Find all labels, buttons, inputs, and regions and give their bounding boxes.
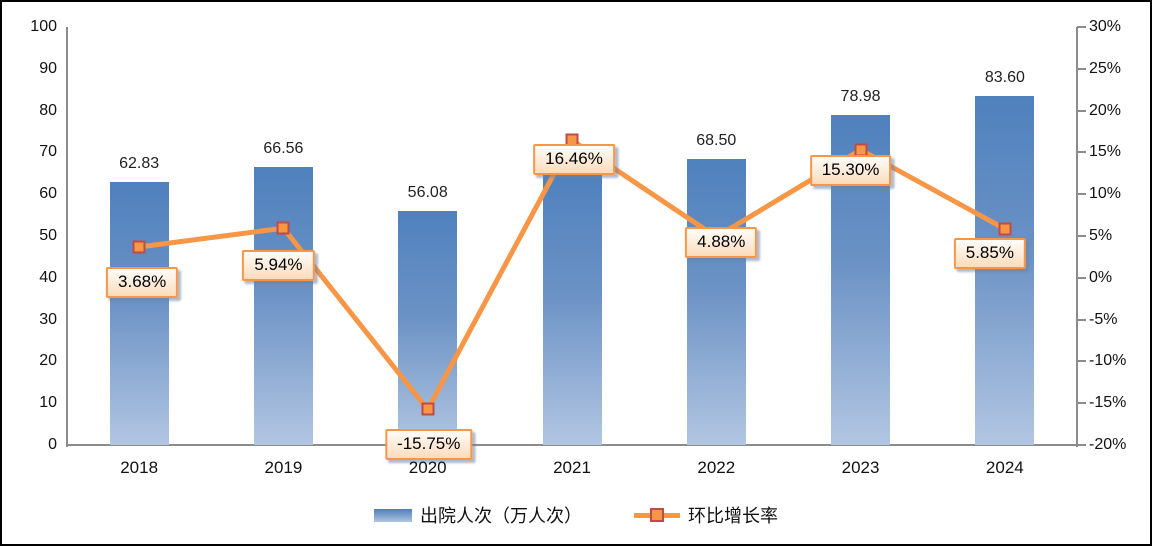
line-value-label-2021: 16.46% — [533, 144, 615, 176]
bar-value-label-2020: 56.08 — [407, 183, 448, 201]
left-axis-tick-label: 10 — [39, 394, 57, 412]
legend-item-growth-rate: 环比增长率 — [634, 502, 778, 528]
right-axis-tick-mark — [1077, 109, 1086, 112]
bar-value-label-2024: 83.60 — [984, 68, 1025, 86]
right-axis-tick-mark — [1077, 193, 1086, 196]
bar-2022 — [686, 158, 746, 445]
line-marker-2020 — [421, 402, 435, 416]
legend-label-growth-rate: 环比增长率 — [688, 506, 778, 526]
category-label-2024: 2024 — [985, 458, 1024, 477]
line-marker-2024 — [998, 222, 1012, 236]
line-series-swatch-icon — [634, 508, 680, 523]
bar-series-swatch-icon — [374, 508, 412, 522]
left-axis-tick-label: 50 — [39, 227, 57, 244]
category-label-2018: 2018 — [120, 458, 159, 477]
left-axis-tick-label: 60 — [39, 185, 57, 203]
bar-value-label-2022: 68.50 — [696, 131, 737, 149]
right-axis-tick-mark — [1077, 360, 1086, 363]
right-axis-tick-mark — [1077, 402, 1086, 405]
bar-2019 — [253, 166, 313, 445]
line-marker-2019 — [276, 221, 290, 235]
right-axis-tick-label: 30% — [1089, 18, 1122, 35]
left-axis-tick-label: 40 — [39, 268, 57, 286]
line-value-label-2022: 4.88% — [685, 227, 758, 258]
category-label-2019: 2019 — [264, 458, 303, 477]
right-y-axis-line — [1076, 27, 1078, 447]
right-axis-tick-mark — [1077, 151, 1086, 154]
category-label-2021: 2021 — [553, 458, 591, 477]
right-axis-tick-label: 15% — [1089, 143, 1122, 161]
left-axis-tick-label: 90 — [39, 59, 57, 77]
left-axis-tick-label: 30 — [39, 310, 57, 328]
right-axis-tick-mark — [1077, 235, 1086, 237]
right-axis-tick-mark — [1077, 26, 1086, 28]
bar-2024 — [975, 95, 1035, 445]
right-axis-tick-label: 20% — [1089, 101, 1122, 119]
right-axis-tick-label: -10% — [1089, 352, 1127, 370]
category-label-2020: 2020 — [408, 458, 447, 477]
x-axis-line — [66, 444, 1078, 446]
left-axis-tick-label: 80 — [39, 101, 57, 119]
line-marker-2018 — [132, 240, 146, 254]
right-axis-tick-mark — [1077, 276, 1086, 279]
category-label-2022: 2022 — [697, 458, 736, 477]
line-marker-icon — [650, 508, 664, 522]
line-value-label-2018: 3.68% — [106, 267, 179, 299]
line-value-label-2023: 15.30% — [809, 154, 892, 186]
bar-value-label-2018: 62.83 — [119, 155, 160, 173]
bar-2018 — [109, 182, 169, 445]
left-axis-tick-label: 0 — [48, 436, 57, 453]
line-value-label-2020: -15.75% — [385, 429, 473, 461]
right-axis-tick-label: 10% — [1089, 185, 1122, 203]
category-label-2023: 2023 — [841, 458, 880, 477]
bar-2021 — [542, 172, 602, 445]
line-value-label-2019: 5.94% — [242, 250, 315, 282]
right-axis-tick-label: 25% — [1089, 59, 1122, 77]
bar-value-label-2023: 78.98 — [840, 87, 881, 105]
right-axis-tick-label: 5% — [1089, 227, 1113, 244]
line-value-label-2024: 5.85% — [953, 237, 1026, 269]
bar-value-label-2019: 66.56 — [263, 139, 304, 157]
left-axis-tick-label: 100 — [30, 18, 57, 35]
legend-label-discharges: 出院人次（万人次） — [420, 506, 582, 526]
right-axis-tick-mark — [1077, 318, 1086, 321]
left-axis-tick-label: 20 — [39, 352, 57, 370]
right-axis-tick-mark — [1077, 444, 1086, 446]
left-y-axis-line — [66, 27, 68, 447]
legend: 出院人次（万人次） 环比增长率 — [2, 502, 1150, 528]
left-axis-tick-label: 70 — [39, 143, 57, 161]
right-axis-tick-label: -15% — [1089, 394, 1127, 412]
right-axis-tick-mark — [1077, 67, 1086, 70]
right-axis-tick-label: -5% — [1089, 310, 1118, 328]
right-axis-tick-label: -20% — [1089, 436, 1127, 453]
legend-item-discharges: 出院人次（万人次） — [374, 502, 582, 528]
right-axis-tick-label: 0% — [1089, 268, 1113, 286]
